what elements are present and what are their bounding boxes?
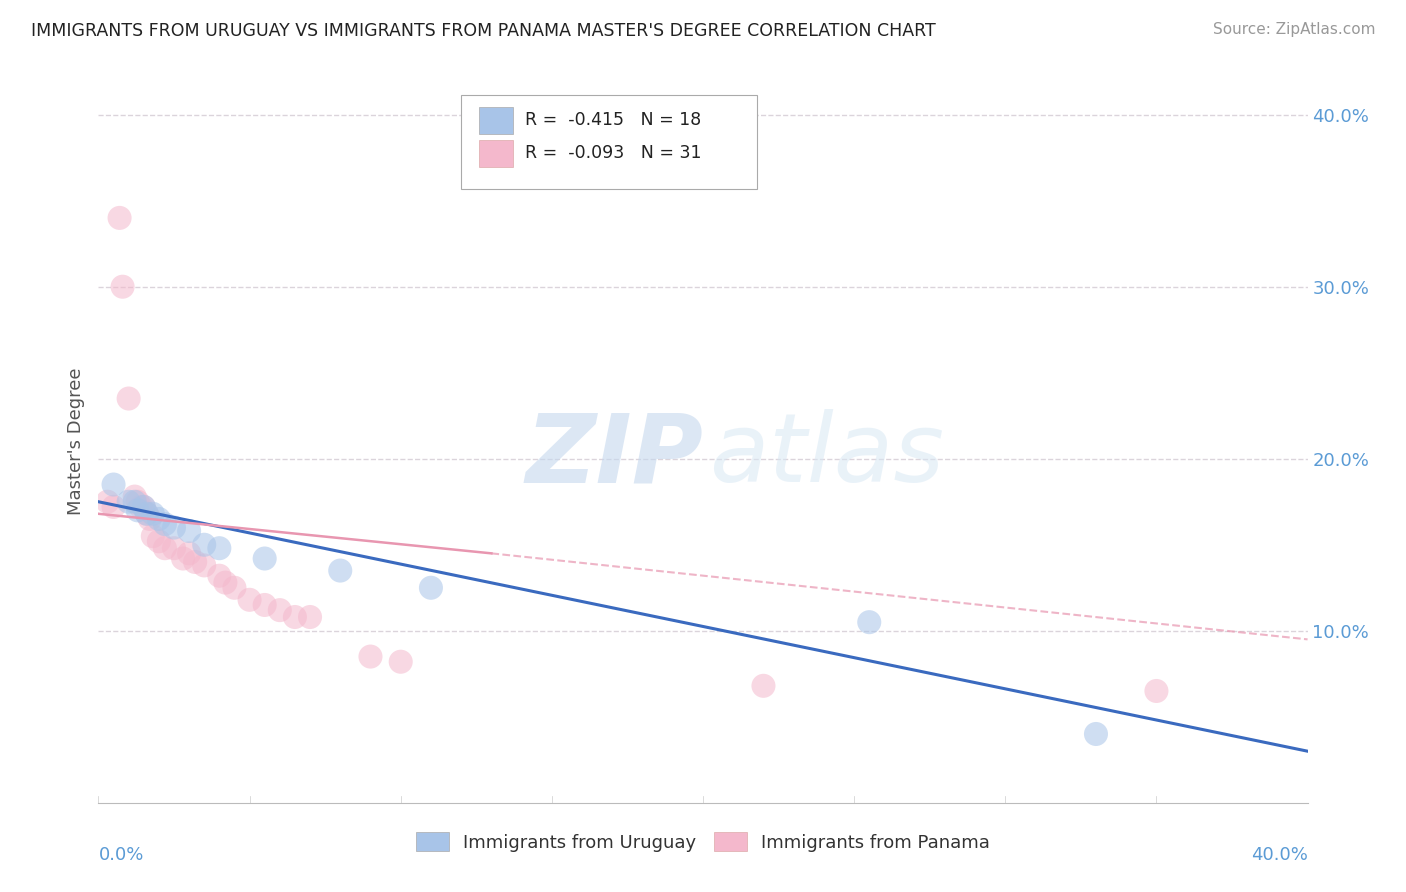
Point xyxy=(153,541,176,556)
Point xyxy=(96,494,118,508)
Point xyxy=(179,546,201,560)
Point xyxy=(142,507,165,521)
Point xyxy=(135,507,157,521)
Point xyxy=(214,575,236,590)
Point xyxy=(163,541,186,556)
Point xyxy=(103,477,125,491)
Text: atlas: atlas xyxy=(709,409,943,502)
Point xyxy=(148,534,170,549)
Point xyxy=(184,555,207,569)
FancyBboxPatch shape xyxy=(461,95,758,189)
Point xyxy=(253,598,276,612)
Point xyxy=(118,392,141,406)
Legend: Immigrants from Uruguay, Immigrants from Panama: Immigrants from Uruguay, Immigrants from… xyxy=(409,825,997,859)
Y-axis label: Master's Degree: Master's Degree xyxy=(66,368,84,516)
Point xyxy=(148,512,170,526)
Point xyxy=(858,615,880,630)
Point xyxy=(193,538,215,552)
Point xyxy=(132,500,155,514)
Point xyxy=(253,551,276,566)
Point xyxy=(1085,727,1108,741)
Point xyxy=(129,500,152,514)
Point xyxy=(118,494,141,508)
Point xyxy=(752,679,775,693)
Point xyxy=(103,500,125,514)
Point xyxy=(172,551,194,566)
Point xyxy=(420,581,443,595)
Point xyxy=(153,517,176,532)
Point xyxy=(224,581,246,595)
Point xyxy=(284,610,307,624)
Point xyxy=(108,211,131,225)
Text: IMMIGRANTS FROM URUGUAY VS IMMIGRANTS FROM PANAMA MASTER'S DEGREE CORRELATION CH: IMMIGRANTS FROM URUGUAY VS IMMIGRANTS FR… xyxy=(31,22,935,40)
FancyBboxPatch shape xyxy=(479,139,513,167)
Point xyxy=(269,603,291,617)
Text: Source: ZipAtlas.com: Source: ZipAtlas.com xyxy=(1212,22,1375,37)
Point xyxy=(329,564,352,578)
Point xyxy=(193,558,215,573)
Text: 40.0%: 40.0% xyxy=(1251,847,1308,864)
Point xyxy=(1144,684,1167,698)
Point xyxy=(127,494,149,508)
Point xyxy=(208,568,231,582)
Point xyxy=(142,529,165,543)
FancyBboxPatch shape xyxy=(479,107,513,135)
Point xyxy=(208,541,231,556)
Point xyxy=(179,524,201,538)
Point xyxy=(111,279,134,293)
Point xyxy=(239,592,262,607)
Point xyxy=(299,610,322,624)
Text: 0.0%: 0.0% xyxy=(98,847,143,864)
Text: ZIP: ZIP xyxy=(524,409,703,502)
Point xyxy=(389,655,412,669)
Point xyxy=(127,503,149,517)
Point xyxy=(163,520,186,534)
Text: R =  -0.093   N = 31: R = -0.093 N = 31 xyxy=(526,144,702,161)
Point xyxy=(124,490,146,504)
Point xyxy=(135,507,157,521)
Point xyxy=(360,649,382,664)
Text: R =  -0.415   N = 18: R = -0.415 N = 18 xyxy=(526,111,702,129)
Point xyxy=(124,494,146,508)
Point xyxy=(139,512,162,526)
Point xyxy=(132,500,155,514)
